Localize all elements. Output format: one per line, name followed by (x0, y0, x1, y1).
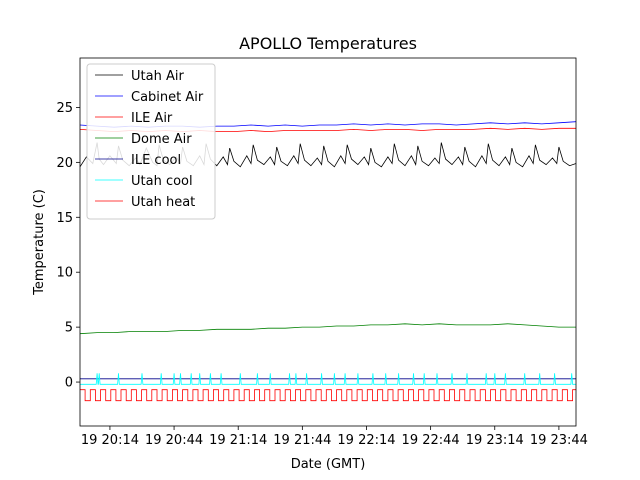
plot-frame (79, 57, 577, 427)
y-tick-label-3: 15 (56, 211, 73, 226)
legend: Utah Air Cabinet Air ILE Air Dome Air ILE co… (86, 63, 216, 220)
x-tick-label-1: 19 20:44 (145, 433, 203, 448)
x-axis-label: Date (GMT) (291, 457, 366, 472)
legend-label-cabinet-air: Cabinet Air (131, 90, 204, 105)
x-tick-label-5: 19 22:44 (402, 433, 460, 448)
x-tick-label-4: 19 22:14 (337, 433, 395, 448)
legend-label-utah-air: Utah Air (131, 69, 184, 84)
chart-title: APOLLO Temperatures (239, 34, 417, 53)
x-tick-label-3: 19 21:44 (273, 433, 331, 448)
x-tick-label-2: 19 21:14 (209, 433, 267, 448)
series-line-utah-cool (80, 373, 576, 385)
y-axis: 0 5 10 15 20 25 (56, 101, 80, 391)
y-axis-label: Temperature (C) (32, 189, 47, 296)
legend-label-utah-cool: Utah cool (131, 174, 193, 189)
y-tick-label-2: 10 (56, 266, 73, 281)
series-line-utah-heat (80, 389, 576, 402)
y-tick-label-4: 20 (56, 156, 73, 171)
x-tick-label-6: 19 23:14 (466, 433, 524, 448)
legend-label-dome-air: Dome Air (131, 132, 192, 147)
legend-label-ile-air: ILE Air (131, 111, 173, 126)
legend-label-utah-heat: Utah heat (131, 195, 195, 210)
y-tick-label-1: 5 (65, 321, 73, 336)
x-axis: 19 20:14 19 20:44 19 21:14 19 21:44 19 22:14… (81, 426, 588, 448)
y-tick-label-0: 0 (65, 376, 73, 391)
legend-label-ile-cool: ILE cool (131, 153, 181, 168)
x-tick-label-0: 19 20:14 (81, 433, 139, 448)
series-line-dome-air (79, 323, 576, 335)
x-tick-label-7: 19 23:44 (530, 433, 588, 448)
y-tick-label-5: 25 (56, 101, 73, 116)
